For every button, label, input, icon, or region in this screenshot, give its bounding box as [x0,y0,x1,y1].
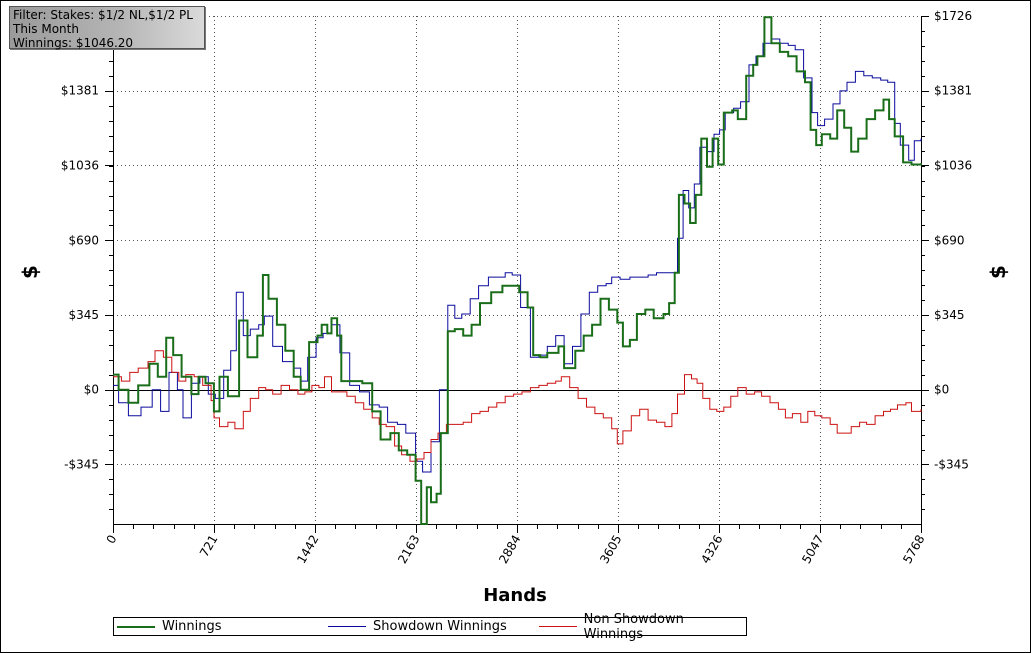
y-tick-label-left: $1381 [61,84,99,98]
x-tick-label: 0 [104,533,120,547]
x-tick-label: 3605 [597,533,624,566]
legend-label-showdown: Showdown Winnings [373,619,507,634]
winnings-total-text: Winnings: $1046.20 [13,36,134,50]
x-axis-title: Hands [483,585,547,606]
y-tick-label-left: -$345 [64,457,99,471]
legend-item-showdown: Showdown Winnings [328,618,507,635]
legend-label-winnings: Winnings [162,619,222,634]
y-tick-label-left: $345 [68,308,99,322]
legend: Winnings Showdown Winnings Non Showdown … [113,612,747,642]
series-line-non-showdown-winnings [113,350,922,462]
series-layer [113,16,922,525]
y-tick-label-left: $0 [84,383,99,397]
legend-item-non-showdown: Non Showdown Winnings [539,612,746,642]
grid [113,16,921,524]
y-tick-label-right: $1726 [934,9,972,23]
series-line-winnings [113,16,922,525]
y-tick-label-right: $1381 [934,84,972,98]
x-tick-label: 1442 [294,533,321,566]
legend-item-winnings: Winnings [117,618,222,635]
y-tick-label-right: $0 [934,383,949,397]
x-tick-label: 721 [197,533,221,560]
x-tick-label: 4326 [698,533,725,566]
x-tick-label: 5047 [799,533,826,566]
y-axis-title-left: $ [18,265,42,279]
x-tick-label: 5768 [900,533,927,566]
legend-label-non-showdown: Non Showdown Winnings [583,611,684,642]
y-tick-label-right: $345 [934,308,965,322]
tick-labels: -$345 $0 $345 $690 $1036 $1381 -$345 $0 $345 $690… [61,9,972,566]
x-tick-label: 2884 [496,533,523,566]
axes [105,16,929,533]
y-axis-title-right: $ [986,265,1010,279]
period-text: This Month [13,22,79,36]
filter-info-box: Filter: Stakes: $1/2 NL,$1/2 PL This Mon… [9,6,205,50]
x-tick-label: 2163 [395,533,422,566]
legend-swatch-non-showdown [539,626,577,627]
series-line-showdown-winnings [113,38,922,473]
legend-swatch-winnings [117,625,155,628]
y-tick-label-right: $690 [934,233,965,247]
y-tick-label-left: $1036 [61,158,99,172]
y-tick-label-right: -$345 [934,457,969,471]
y-tick-label-left: $690 [68,233,99,247]
legend-swatch-showdown [328,626,366,627]
filter-text: Filter: Stakes: $1/2 NL,$1/2 PL [13,8,193,22]
y-tick-label-right: $1036 [934,158,972,172]
